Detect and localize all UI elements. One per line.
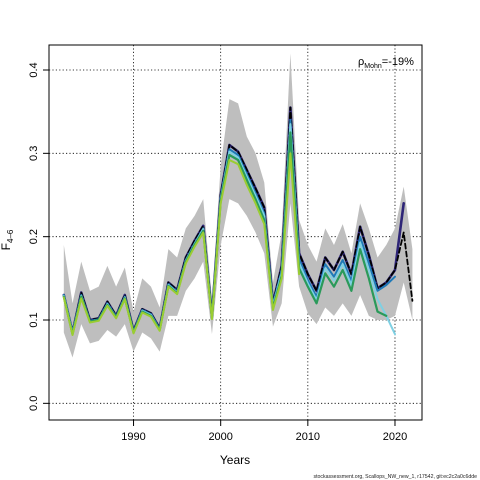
rho-symbol: ρ bbox=[358, 56, 364, 68]
mohn-rho-annotation: ρMohn=-19% bbox=[358, 56, 414, 70]
series-lines-group bbox=[62, 106, 414, 336]
rho-value: =-19% bbox=[382, 56, 414, 68]
rho-subscript: Mohn bbox=[364, 63, 382, 70]
x-tick-label: 2020 bbox=[383, 431, 407, 443]
y-tick-label: 0.2 bbox=[28, 229, 40, 244]
y-tick-label: 0.0 bbox=[28, 396, 40, 411]
x-tick-label: 2010 bbox=[296, 431, 320, 443]
y-axis-label-main: F bbox=[0, 243, 13, 250]
y-tick-label: 0.1 bbox=[28, 312, 40, 327]
confidence-band bbox=[63, 53, 413, 358]
source-note: stockassessment.org, Scallops_NW_new_1, … bbox=[314, 474, 478, 480]
x-tick-label: 1990 bbox=[121, 431, 145, 443]
y-axis-label-sub: 4–6 bbox=[6, 229, 15, 243]
svg-text:F4–6: F4–6 bbox=[0, 229, 15, 250]
x-axis-label: Years bbox=[220, 453, 250, 467]
y-tick-label: 0.3 bbox=[28, 146, 40, 161]
confidence-band-group bbox=[63, 53, 413, 358]
series-line-6 bbox=[62, 152, 301, 336]
y-tick-label: 0.4 bbox=[28, 62, 40, 77]
y-axis: 0.0 0.1 0.2 0.3 0.4 bbox=[28, 62, 50, 411]
x-tick-label: 2000 bbox=[208, 431, 232, 443]
x-axis: 1990 2000 2010 2020 bbox=[121, 419, 407, 443]
y-axis-label: F4–6 bbox=[0, 229, 15, 250]
